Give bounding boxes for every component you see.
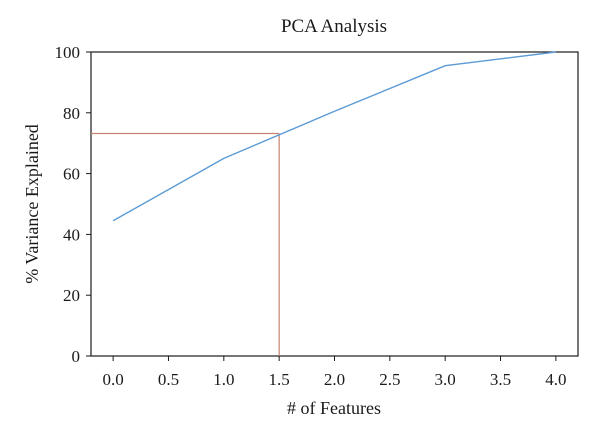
x-tick-label: 2.0 [324, 370, 345, 389]
y-axis-ticks: 0 20 40 60 80 100 [55, 43, 91, 366]
x-tick-label: 2.5 [379, 370, 400, 389]
y-tick-label: 20 [63, 286, 80, 305]
x-axis-ticks: 0.0 0.5 1.0 1.5 2.0 2.5 3.0 3.5 4.0 [103, 356, 566, 389]
x-tick-label: 1.0 [213, 370, 234, 389]
x-tick-label: 0.0 [103, 370, 124, 389]
x-axis-label: # of Features [287, 398, 381, 418]
plot-frame [90, 51, 579, 357]
x-tick-label: 4.0 [545, 370, 566, 389]
y-axis-label: % Variance Explained [22, 124, 42, 284]
x-tick-label: 1.5 [269, 370, 290, 389]
x-tick-label: 3.0 [435, 370, 456, 389]
x-tick-label: 0.5 [158, 370, 179, 389]
y-tick-label: 40 [63, 225, 80, 244]
series-line-0 [112, 51, 556, 222]
series-layer [112, 51, 556, 222]
y-tick-label: 60 [63, 165, 80, 184]
x-tick-label: 3.5 [490, 370, 511, 389]
y-tick-label: 80 [63, 104, 80, 123]
chart-title: PCA Analysis [281, 16, 387, 37]
y-tick-label: 0 [72, 347, 81, 366]
reference-lines [91, 132, 280, 356]
y-tick-label: 100 [55, 43, 81, 62]
